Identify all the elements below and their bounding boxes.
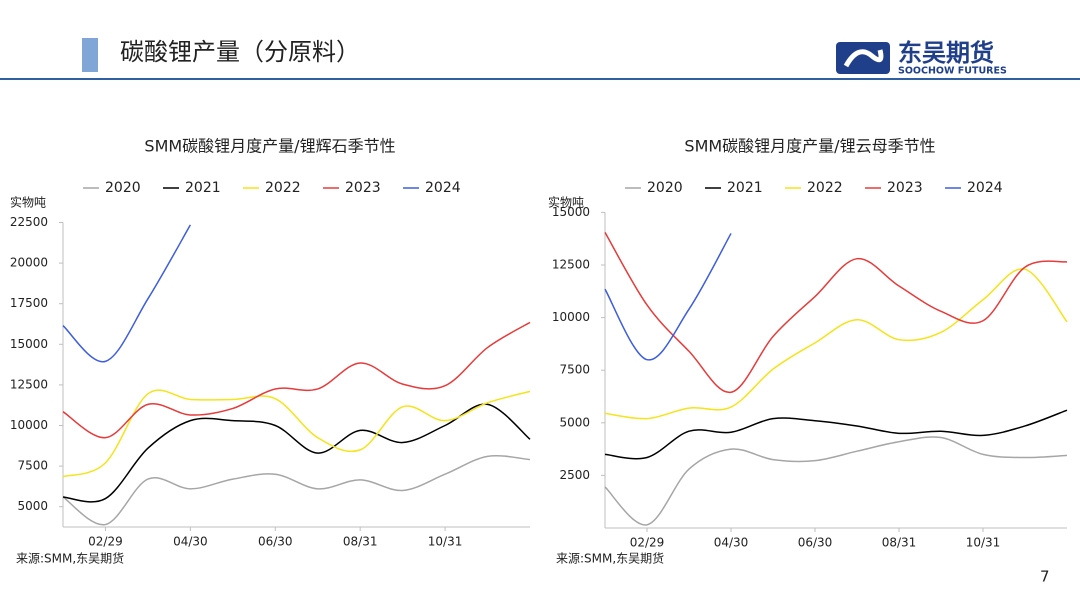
legend-label: 2024 (425, 180, 461, 196)
y-tick-label: 15000 (552, 205, 590, 219)
y-tick-label: 10000 (552, 310, 590, 324)
x-tick-label: 08/31 (882, 536, 917, 550)
series-line (62, 321, 531, 439)
y-tick-label: 12500 (552, 258, 590, 272)
x-tick-label: 08/31 (343, 535, 378, 549)
legend-label: 2022 (265, 180, 301, 196)
logo-cn: 东吴期货 (898, 39, 994, 67)
series-line (62, 455, 531, 526)
legend-label: 2021 (727, 180, 763, 196)
y-axis-label: 实物吨 (548, 195, 584, 210)
y-tick-label: 10000 (10, 418, 48, 432)
x-tick-label: 10/31 (428, 535, 463, 549)
legend-label: 2022 (807, 180, 843, 196)
legend-label: 2024 (967, 180, 1003, 196)
y-tick-label: 17500 (10, 296, 48, 310)
series-line (62, 224, 192, 363)
logo: 东吴期货 SOOCHOW FUTURES (836, 39, 1007, 77)
x-tick-label: 04/30 (173, 535, 208, 549)
y-tick-label: 20000 (10, 256, 48, 270)
x-tick-label: 04/30 (714, 536, 749, 550)
series-line (604, 232, 1068, 394)
logo-mark (836, 42, 890, 74)
legend-label: 2020 (647, 180, 683, 196)
legend-label: 2023 (345, 180, 381, 196)
y-tick-label: 12500 (10, 377, 48, 391)
series-line (62, 389, 531, 478)
logo-swoosh (843, 49, 884, 68)
slide-title: 碳酸锂产量（分原料） (120, 38, 360, 66)
chart-title: SMM碳酸锂月度产量/锂云母季节性 (684, 137, 935, 156)
x-tick-label: 02/29 (88, 535, 123, 549)
x-tick-label: 06/30 (798, 536, 833, 550)
source-note: 来源:SMM,东吴期货 (16, 551, 124, 566)
legend-label: 2023 (887, 180, 923, 196)
y-tick-label: 15000 (10, 337, 48, 351)
y-tick-label: 5000 (559, 415, 590, 429)
y-tick-label: 7500 (17, 459, 48, 473)
x-tick-label: 02/29 (630, 536, 665, 550)
series-line (62, 403, 531, 503)
y-axis-label: 实物吨 (10, 195, 46, 210)
series-line (604, 436, 1068, 526)
chart-title: SMM碳酸锂月度产量/锂辉石季节性 (144, 137, 395, 156)
series-line (604, 409, 1068, 460)
x-tick-label: 10/31 (966, 536, 1001, 550)
title-icon (82, 38, 98, 72)
legend-label: 2020 (105, 180, 141, 196)
y-tick-label: 5000 (17, 499, 48, 513)
series-line (604, 268, 1068, 420)
y-tick-label: 2500 (559, 468, 590, 482)
logo-en: SOOCHOW FUTURES (898, 66, 1007, 77)
x-tick-label: 06/30 (258, 535, 293, 549)
page-number: 7 (1040, 568, 1050, 586)
y-tick-label: 22500 (10, 215, 48, 229)
legend-label: 2021 (185, 180, 221, 196)
series-line (604, 233, 732, 361)
y-tick-label: 7500 (559, 363, 590, 377)
source-note: 来源:SMM,东吴期货 (556, 551, 664, 566)
